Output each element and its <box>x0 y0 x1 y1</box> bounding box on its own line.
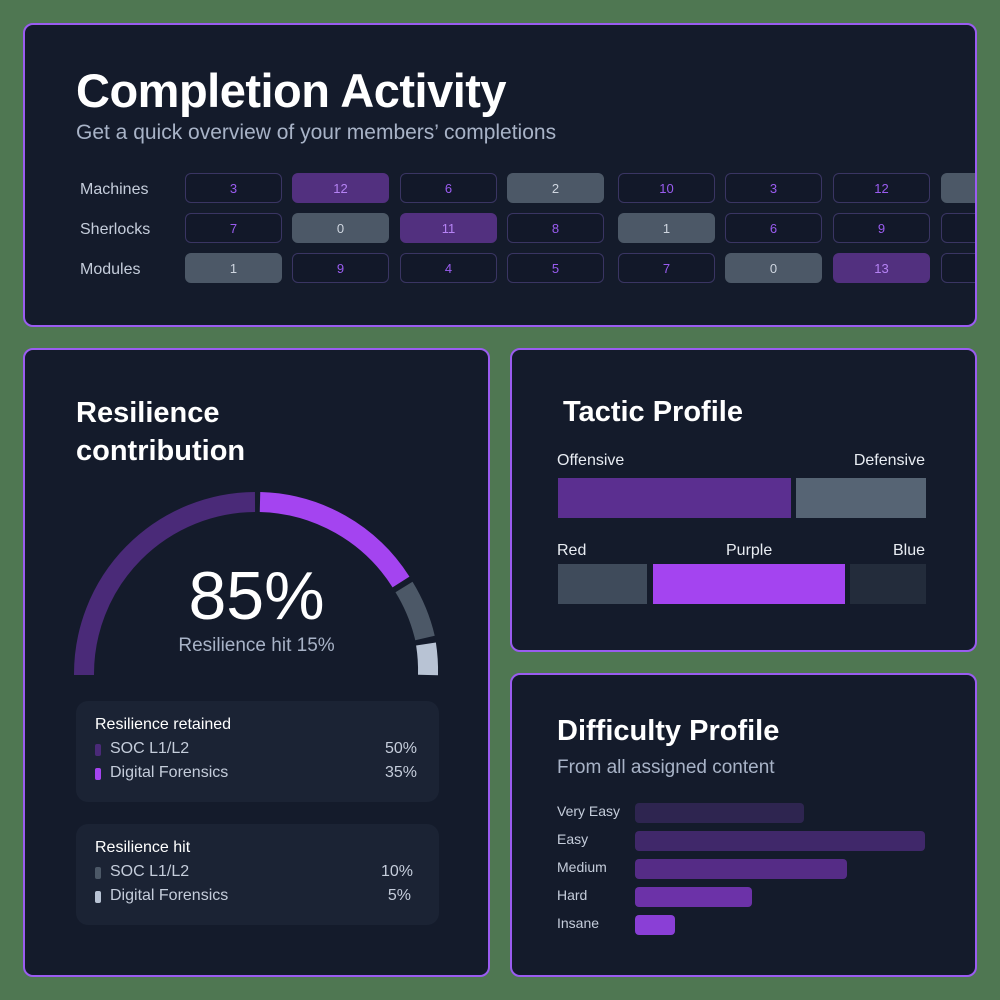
heatmap-cell[interactable]: 10 <box>618 173 715 203</box>
gauge-segment-soc-hit <box>395 581 435 641</box>
bar-blue <box>850 564 926 604</box>
tactic-profile-card: Tactic Profile Offensive Defensive Red P… <box>510 348 977 652</box>
resilience-contribution-card: Resilience contribution 85% Resilience h… <box>23 348 490 977</box>
label-easy: Easy <box>557 831 589 847</box>
heatmap-cell[interactable] <box>941 173 975 203</box>
resilience-title-line1: Resilience <box>76 397 220 429</box>
legend-title: Resilience retained <box>95 716 232 733</box>
legend-swatch-icon <box>95 891 101 903</box>
bar-defensive <box>796 478 926 518</box>
heatmap-cell[interactable]: 6 <box>725 213 822 243</box>
resilience-value: 85% <box>188 558 325 634</box>
heatmap-cell[interactable]: 4 <box>400 253 497 283</box>
gauge-segment-forensics-retained <box>259 492 410 588</box>
bar-very-easy <box>635 803 804 823</box>
legend-item: Digital Forensics 5% <box>95 887 411 907</box>
legend-title: Resilience hit <box>95 839 191 856</box>
heatmap-cell[interactable]: 12 <box>833 173 930 203</box>
heatmap-cell[interactable] <box>941 253 975 283</box>
heatmap-cell[interactable]: 6 <box>400 173 497 203</box>
heatmap-cell[interactable]: 5 <box>507 253 604 283</box>
tactic-title: Tactic Profile <box>563 396 743 428</box>
legend-item-percent: 35% <box>384 764 417 781</box>
heatmap-cell[interactable]: 7 <box>618 253 715 283</box>
heatmap-cell[interactable]: 9 <box>292 253 389 283</box>
label-hard: Hard <box>557 887 588 903</box>
legend-swatch-icon <box>95 768 101 780</box>
gauge-segment-soc-retained <box>73 492 256 676</box>
label-insane: Insane <box>557 915 600 931</box>
legend-item-percent: 5% <box>387 887 411 904</box>
completion-subtitle: Get a quick overview of your members’ co… <box>76 121 557 144</box>
bar-easy <box>635 831 925 851</box>
heatmap-cell[interactable]: 0 <box>292 213 389 243</box>
bar-hard <box>635 887 752 907</box>
completion-activity-card: Completion Activity Get a quick overview… <box>23 23 977 327</box>
label-offensive: Offensive <box>557 452 625 469</box>
legend-item-percent: 10% <box>380 863 413 880</box>
heatmap-cell[interactable]: 9 <box>833 213 930 243</box>
legend-item-name: SOC L1/L2 <box>110 863 190 880</box>
legend-item-percent: 50% <box>384 740 417 757</box>
legend-resilience-hit: Resilience hit SOC L1/L2 10% Digital For… <box>76 824 439 925</box>
resilience-gauge <box>73 492 439 676</box>
completion-title: Completion Activity <box>76 64 507 117</box>
heatmap-cell[interactable]: 12 <box>292 173 389 203</box>
legend-resilience-retained: Resilience retained SOC L1/L2 50% Digita… <box>76 701 439 802</box>
legend-item-name: SOC L1/L2 <box>110 740 190 757</box>
bar-purple <box>653 564 845 604</box>
heatmap-cell[interactable]: 13 <box>833 253 930 283</box>
label-very-easy: Very Easy <box>557 803 621 819</box>
heatmap-cell[interactable]: 2 <box>507 173 604 203</box>
label-purple: Purple <box>726 542 773 559</box>
label-defensive: Defensive <box>853 452 925 469</box>
difficulty-profile-card: Difficulty Profile From all assigned con… <box>510 673 977 977</box>
heatmap-cell[interactable]: 3 <box>185 173 282 203</box>
legend-item: SOC L1/L2 10% <box>95 863 413 883</box>
row-label-sherlocks: Sherlocks <box>80 221 151 238</box>
resilience-title-line2: contribution <box>76 435 246 467</box>
difficulty-subtitle: From all assigned content <box>557 757 775 778</box>
heatmap-cell[interactable]: 3 <box>725 173 822 203</box>
legend-swatch-icon <box>95 744 101 756</box>
label-red: Red <box>557 542 587 559</box>
legend-swatch-icon <box>95 867 101 879</box>
bar-offensive <box>558 478 791 518</box>
label-medium: Medium <box>557 859 607 875</box>
resilience-title: Resilience contribution <box>76 394 245 470</box>
difficulty-title: Difficulty Profile <box>557 715 780 747</box>
heatmap-cell[interactable]: 8 <box>507 213 604 243</box>
row-label-machines: Machines <box>80 181 149 198</box>
heatmap-cell[interactable]: 7 <box>185 213 282 243</box>
bar-insane <box>635 915 675 935</box>
label-blue: Blue <box>892 542 925 559</box>
row-label-modules: Modules <box>80 261 141 278</box>
bar-red <box>558 564 647 604</box>
legend-item-name: Digital Forensics <box>110 887 229 904</box>
heatmap-cell[interactable] <box>941 213 975 243</box>
resilience-hit-summary: Resilience hit 15% <box>178 635 335 656</box>
heatmap-cell[interactable]: 0 <box>725 253 822 283</box>
heatmap-cell[interactable]: 11 <box>400 213 497 243</box>
gauge-segment-forensics-hit <box>416 642 439 676</box>
legend-item: Digital Forensics 35% <box>95 764 417 784</box>
bar-medium <box>635 859 847 879</box>
heatmap-cell[interactable]: 1 <box>185 253 282 283</box>
heatmap-cell[interactable]: 1 <box>618 213 715 243</box>
legend-item: SOC L1/L2 50% <box>95 740 417 760</box>
legend-item-name: Digital Forensics <box>110 764 229 781</box>
